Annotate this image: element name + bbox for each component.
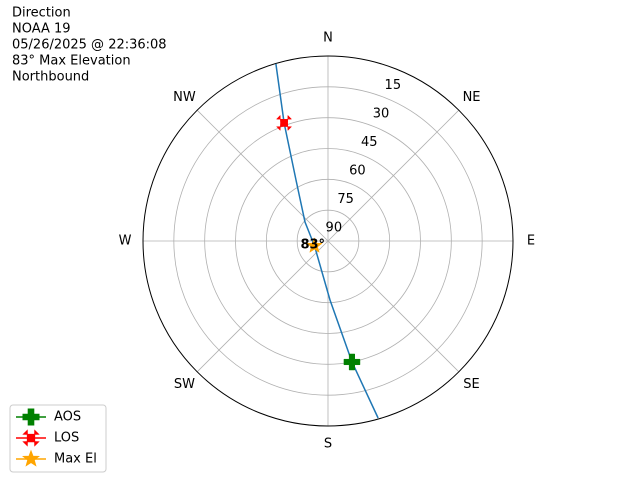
- theta-tick-label: NE: [463, 90, 481, 105]
- title-line: NOAA 19: [12, 22, 71, 37]
- r-tick-label: 30: [373, 106, 390, 121]
- grid-spoke: [196, 240, 329, 373]
- legend-label: AOS: [54, 410, 81, 425]
- r-tick-label: 90: [326, 220, 343, 235]
- theta-tick-label: SW: [174, 377, 195, 392]
- marker: [276, 114, 293, 131]
- track-line: [275, 63, 379, 419]
- grid-spoke: [327, 240, 460, 373]
- title-line: Northbound: [12, 70, 89, 85]
- legend-marker: [22, 449, 40, 467]
- grid-spoke: [196, 109, 329, 242]
- legend-marker: [22, 408, 40, 426]
- theta-tick-label: N: [323, 31, 333, 46]
- title-line: 05/26/2025 @ 22:36:08: [12, 38, 167, 53]
- legend-label: Max El: [54, 452, 97, 467]
- marker: [306, 237, 323, 253]
- theta-tick-label: E: [527, 234, 535, 249]
- theta-tick-label: W: [119, 234, 132, 249]
- r-tick-label: 45: [361, 135, 378, 150]
- title-line: 83° Max Elevation: [12, 54, 131, 69]
- theta-tick-label: NW: [173, 90, 196, 105]
- legend-label: LOS: [54, 431, 79, 446]
- polar-frame: [142, 55, 514, 427]
- title-line: Direction: [12, 6, 71, 21]
- annotation: 83°: [300, 237, 325, 252]
- legend-marker: [22, 429, 40, 447]
- theta-tick-label: SE: [463, 377, 479, 392]
- r-tick-label: 60: [349, 163, 366, 178]
- r-tick-label: 15: [385, 78, 402, 93]
- legend: AOS LOS Max El: [9, 404, 107, 473]
- theta-tick-label: S: [324, 437, 332, 452]
- grid-spoke: [327, 109, 460, 242]
- marker: [343, 353, 361, 371]
- r-tick-label: 75: [337, 192, 354, 207]
